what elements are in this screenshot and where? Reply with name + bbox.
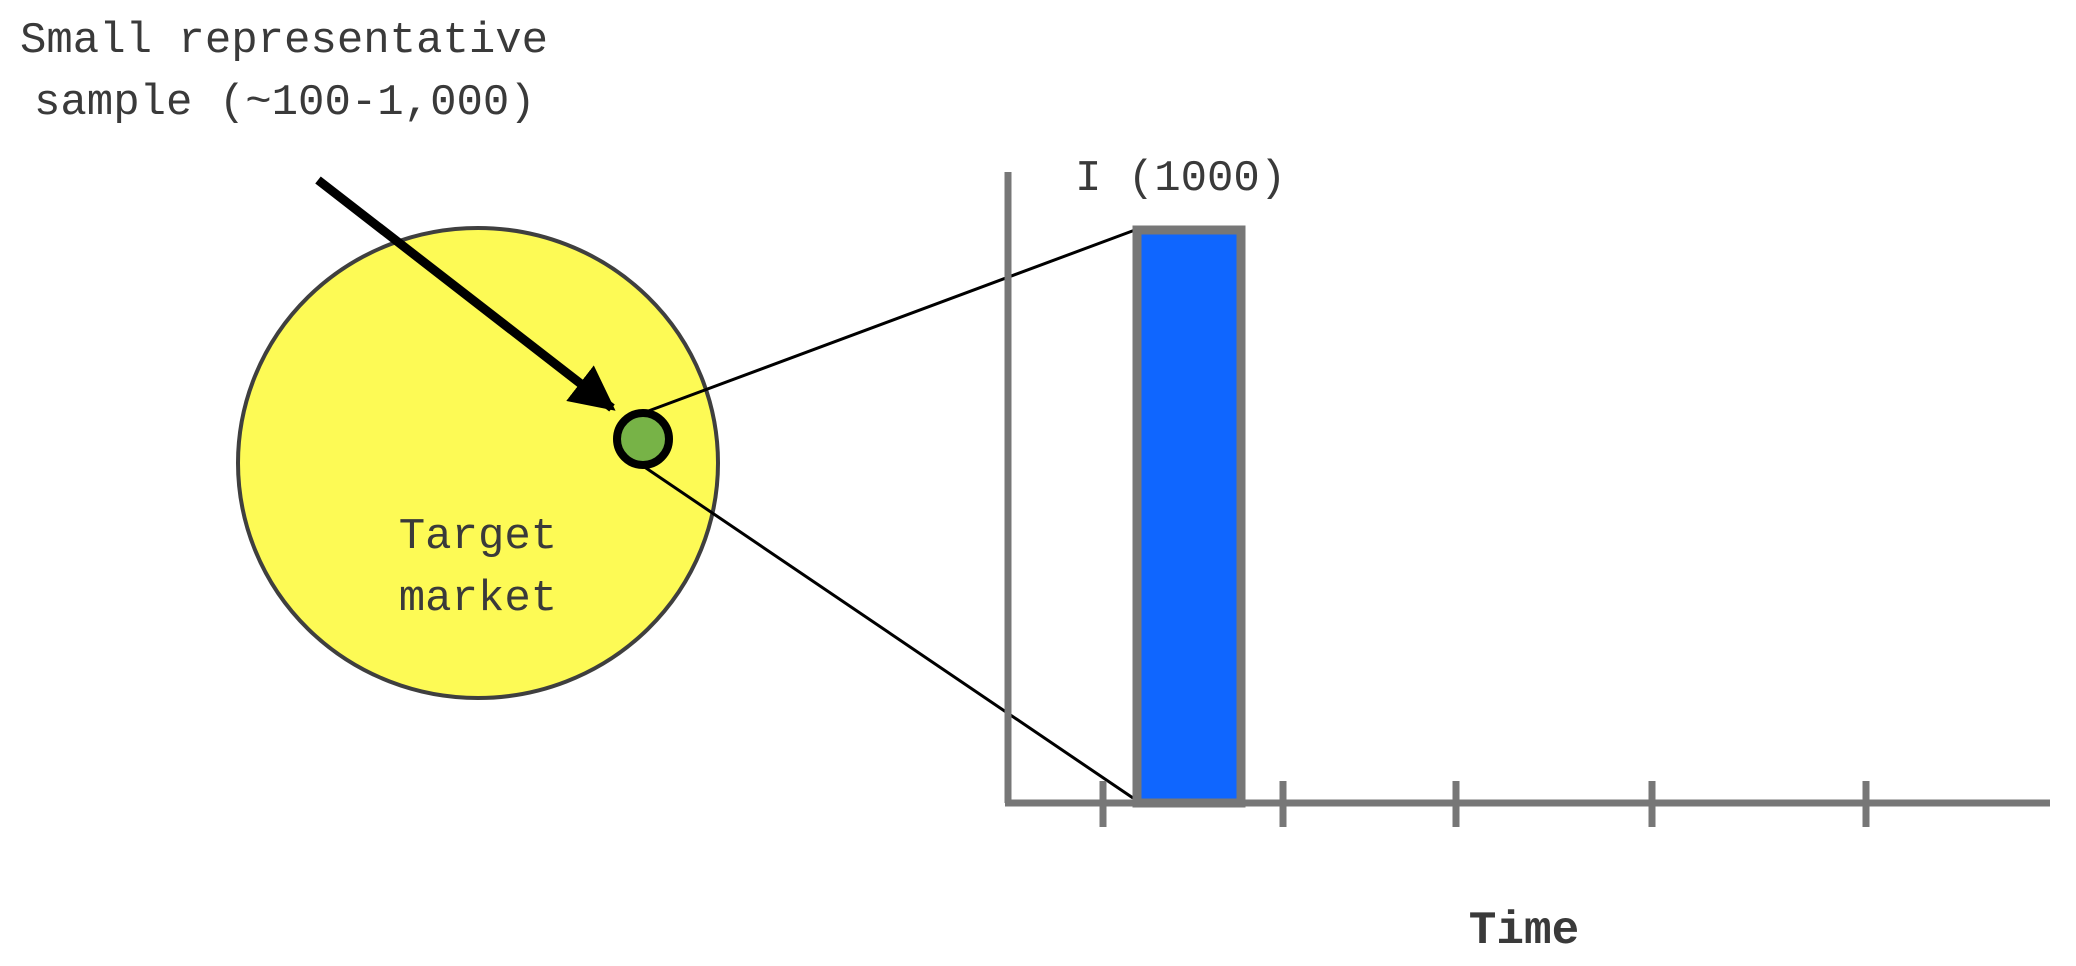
- zoom-line-top: [642, 228, 1136, 415]
- callout-line-2: sample (~100-1,000): [34, 78, 536, 128]
- x-axis-title: Time: [1469, 905, 1579, 957]
- callout-arrow: [315, 176, 616, 412]
- sample-dot: [613, 409, 673, 469]
- zoom-line-bottom: [642, 464, 1134, 800]
- bar-i: [1132, 225, 1246, 808]
- time-chart: I (1000) Time: [1004, 154, 2050, 957]
- bar-data-label: I (1000): [1075, 154, 1286, 204]
- callout-line-1: Small representative: [20, 16, 548, 66]
- target-market-label-line-1: Target: [399, 512, 557, 562]
- target-market-circle: [236, 226, 720, 700]
- x-axis-ticks: [1099, 781, 1870, 827]
- target-market-label-line-2: market: [399, 574, 557, 624]
